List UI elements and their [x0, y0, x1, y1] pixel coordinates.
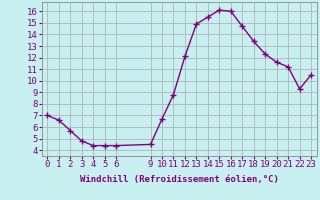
- X-axis label: Windchill (Refroidissement éolien,°C): Windchill (Refroidissement éolien,°C): [80, 175, 279, 184]
